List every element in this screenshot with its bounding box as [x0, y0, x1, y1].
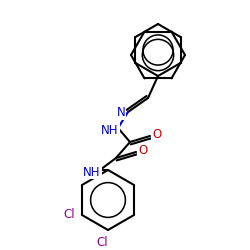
Text: O: O — [152, 128, 162, 141]
Text: O: O — [138, 144, 147, 158]
Text: NH: NH — [101, 124, 119, 136]
Text: NH: NH — [83, 166, 101, 178]
Text: N: N — [116, 106, 126, 120]
Text: Cl: Cl — [96, 236, 108, 248]
Text: Cl: Cl — [63, 208, 75, 222]
